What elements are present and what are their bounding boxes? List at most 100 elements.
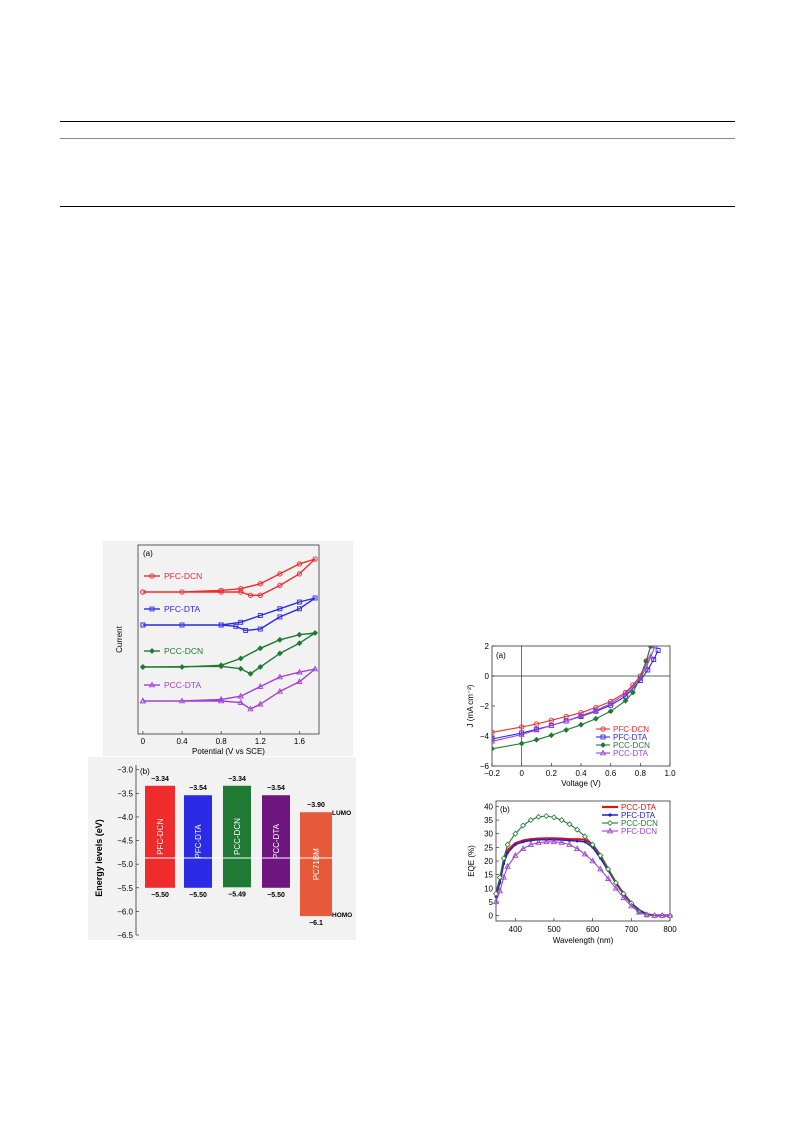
cv-point xyxy=(257,664,264,670)
cv-line xyxy=(142,668,316,710)
eqe-legend-entry: PCC-DCN xyxy=(602,819,658,828)
eqe-point xyxy=(512,830,519,837)
eqe-point xyxy=(535,813,542,820)
energy-lumo-value: −3.54 xyxy=(267,785,285,792)
eqe-point xyxy=(620,894,627,901)
eqe-point xyxy=(504,862,511,869)
cv-point xyxy=(257,613,263,619)
jv-panel-label: (a) xyxy=(496,651,506,660)
eqe-point xyxy=(543,838,550,845)
cv-legend-marker xyxy=(149,573,155,579)
eqe-point xyxy=(558,817,565,824)
jv-point xyxy=(647,652,654,659)
cv-point xyxy=(312,595,318,601)
jv-point xyxy=(519,724,525,730)
energy-bar xyxy=(223,785,251,888)
eqe-point xyxy=(581,833,588,840)
cv-legend-label: PCC-DCN xyxy=(164,646,203,656)
jv-legend-marker xyxy=(600,742,606,748)
jv-point xyxy=(563,727,570,733)
jv-legend-label: PFC-DTA xyxy=(613,733,648,742)
eqe-point xyxy=(551,814,557,821)
eqe-xlabel: Wavelength (nm) xyxy=(553,936,614,945)
jv-point xyxy=(593,704,599,711)
jv-legend-label: PCC-DCN xyxy=(613,741,650,750)
jv-point xyxy=(592,715,599,722)
cv-point xyxy=(257,626,263,632)
jv-point xyxy=(577,712,585,718)
cv-point xyxy=(296,606,302,612)
jv-point xyxy=(518,740,525,747)
jv-xlabel: Voltage (V) xyxy=(561,779,601,788)
jv-point xyxy=(630,682,636,688)
cv-point xyxy=(243,627,249,633)
cv-point xyxy=(237,655,244,662)
eqe-point xyxy=(666,912,674,918)
eqe-chart: (b) 400 500 600 700 800 40 35 30 25 20 15 10 5 0 Wavele… xyxy=(467,800,677,945)
cv-point xyxy=(277,582,283,589)
eqe-legend-label: PCC-DTA xyxy=(621,803,657,812)
jv-point xyxy=(607,700,614,706)
cv-legend-marker xyxy=(148,681,156,688)
eqe-point xyxy=(568,839,571,842)
eqe-panel-label: (b) xyxy=(500,805,510,814)
cv-point xyxy=(296,640,303,647)
cv-plot-frame xyxy=(137,544,320,735)
jv-point xyxy=(548,721,555,728)
cv-point xyxy=(238,589,244,595)
cv-xtick-label: 1.6 xyxy=(294,737,306,746)
jv-xtick-label: 0.2 xyxy=(546,769,558,778)
cv-point xyxy=(218,697,225,704)
cv-series-pcc-dta: PCC-DTA xyxy=(139,665,319,712)
eqe-point xyxy=(512,852,519,858)
jv-ytick-label: 2 xyxy=(485,642,490,651)
jv-point xyxy=(622,690,629,697)
jv-legend-entry: PFC-DCN xyxy=(596,725,649,734)
jv-point xyxy=(533,721,540,727)
jv-series-pfc-dcn xyxy=(492,646,654,735)
energy-homo-value: −5.50 xyxy=(189,892,207,899)
jv-point xyxy=(607,708,614,715)
cv-point xyxy=(179,622,185,628)
cv-point xyxy=(296,668,303,675)
eqe-point xyxy=(651,912,658,918)
cv-point xyxy=(238,619,244,625)
cv-point xyxy=(277,606,283,612)
eqe-legend-marker xyxy=(606,827,614,834)
energy-ytick-label: −6.5 xyxy=(117,931,133,940)
jv-xtick-label: −0.2 xyxy=(484,769,500,778)
jv-point xyxy=(578,710,584,716)
jv-legend-entry: PCC-DTA xyxy=(596,749,649,758)
jv-point xyxy=(563,717,570,724)
energy-bar-label: PC71BM xyxy=(312,848,321,880)
energy-lumo-value: −3.34 xyxy=(228,776,246,783)
cv-ylabel: Current xyxy=(115,625,124,652)
jv-point xyxy=(492,737,496,744)
cv-legend-marker xyxy=(149,648,155,654)
energy-homo-value: −5.49 xyxy=(228,891,246,898)
energy-bar xyxy=(300,812,332,917)
cv-point xyxy=(140,622,146,628)
eqe-ytick-label: 15 xyxy=(484,871,493,880)
cv-series-pfc-dcn: PFC-DCN xyxy=(140,556,318,598)
jv-point xyxy=(643,663,650,670)
eqe-point xyxy=(519,845,527,851)
energy-bar-pfc-dcn: −3.34 −5.50 PFC-DCN xyxy=(145,776,175,899)
eqe-xtick-label: 800 xyxy=(663,925,677,934)
eqe-point xyxy=(581,850,589,857)
eqe-point xyxy=(496,887,504,894)
eqe-line xyxy=(495,841,670,917)
cv-point xyxy=(276,650,283,657)
eqe-series-pfc-dcn xyxy=(492,838,674,918)
energy-ytick-label: −3.5 xyxy=(117,789,133,798)
eqe-ytick-label: 35 xyxy=(484,816,493,825)
cv-point xyxy=(218,695,225,702)
cv-panel-label: (a) xyxy=(143,549,153,558)
jv-point xyxy=(518,730,525,737)
eqe-legend-entry: PFC-DTA xyxy=(602,811,656,820)
jv-point xyxy=(492,745,495,752)
eqe-ytick-label: 20 xyxy=(484,857,493,866)
cv-chart: (a) 0 0.4 0.8 1.2 1.6 Potential (V vs SCE) Curr… xyxy=(115,544,320,756)
cv-series-pcc-dcn: PCC-DCN xyxy=(139,630,319,677)
cv-point xyxy=(218,587,224,593)
